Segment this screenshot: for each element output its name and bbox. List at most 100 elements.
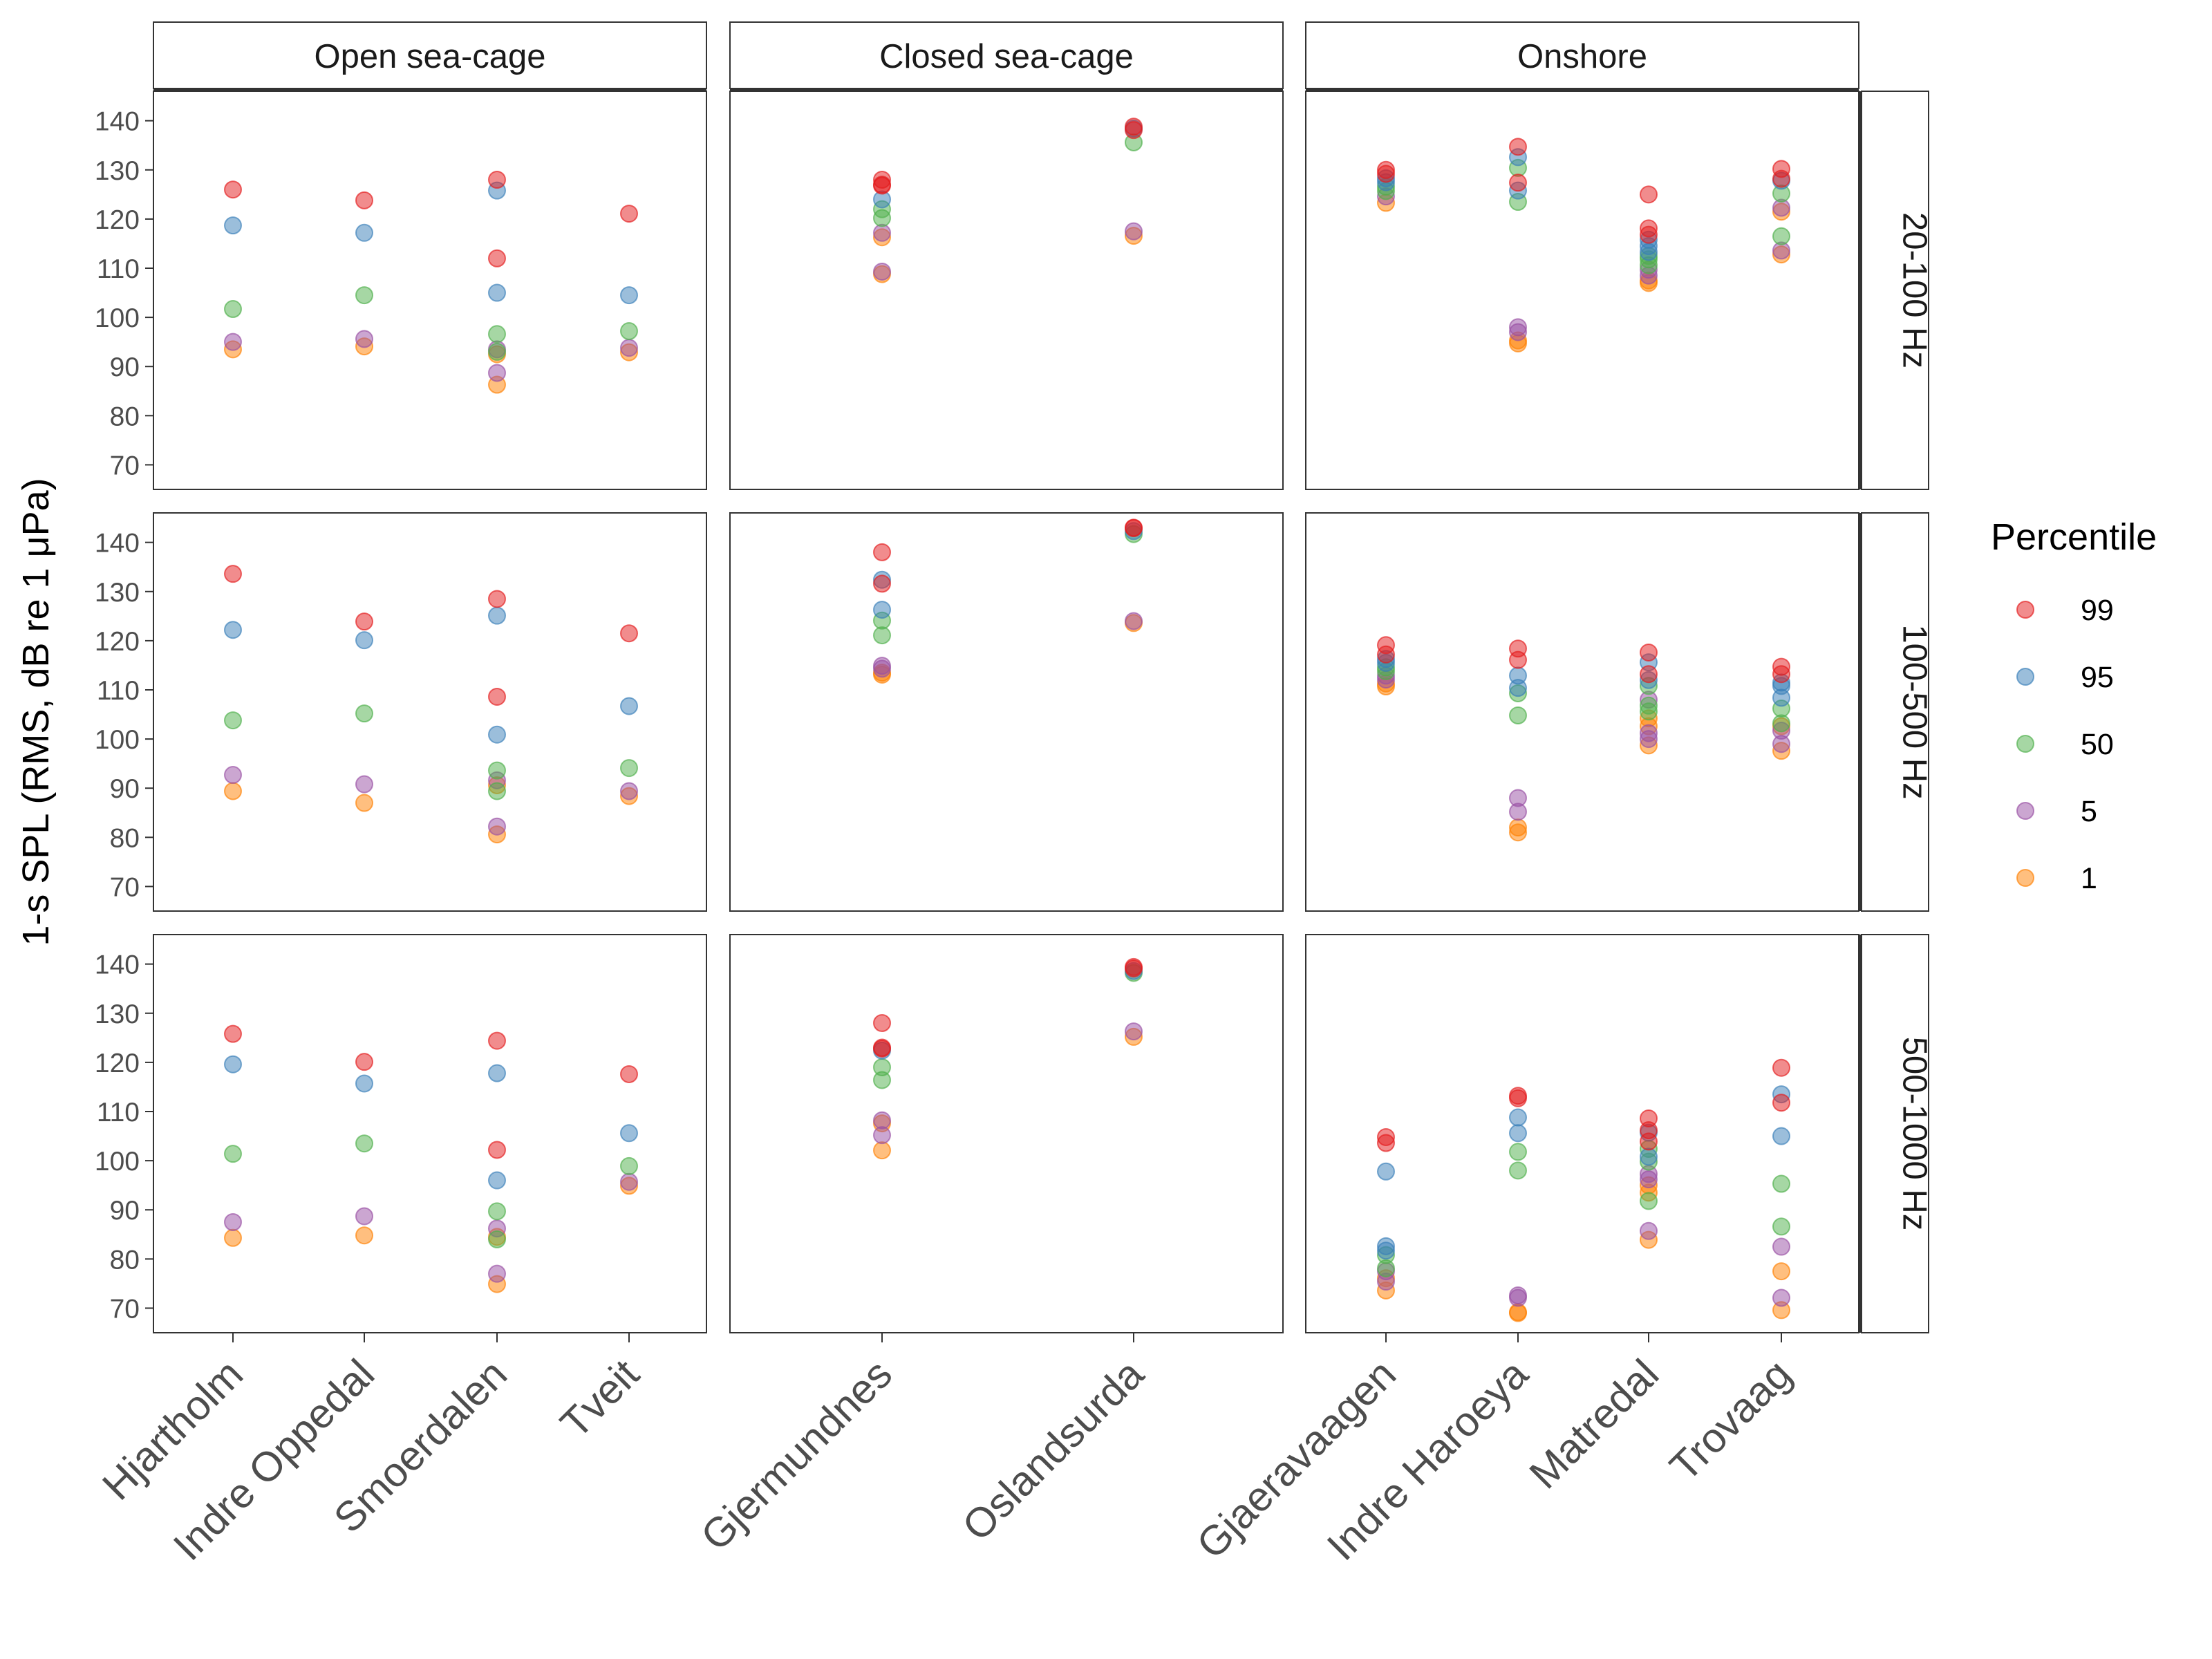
y-tick-label: 90 — [110, 353, 140, 382]
points-open-sea-cage-20-100-hz — [224, 171, 638, 394]
point-indre-haroeya-p5 — [1509, 1288, 1527, 1307]
point-indre-haroeya-p50 — [1509, 1161, 1527, 1180]
point-tveit-p50 — [620, 759, 638, 778]
point-gjermundnes-p99 — [873, 176, 891, 195]
point-smoerdalen-p95 — [488, 725, 506, 744]
point-smoerdalen-p50 — [488, 761, 506, 780]
point-trovaag-p1 — [1772, 1262, 1790, 1281]
point-tveit-p95 — [620, 697, 638, 715]
point-indre-oppedal-p1 — [355, 794, 373, 812]
point-indre-oppedal-p99 — [355, 1053, 373, 1071]
point-trovaag-p5 — [1772, 735, 1790, 753]
point-smoerdalen-p95 — [488, 283, 506, 302]
point-hjartholm-p99 — [224, 565, 242, 583]
point-tveit-p50 — [620, 322, 638, 341]
point-gjaeravaagen-p95 — [1377, 1162, 1395, 1181]
point-gjermundnes-p1 — [873, 1141, 891, 1160]
point-hjartholm-p50 — [224, 1145, 242, 1163]
point-smoerdalen-p5 — [488, 817, 506, 836]
y-tick-label: 130 — [95, 578, 140, 608]
point-matredal-p99 — [1640, 1132, 1658, 1151]
point-smoerdalen-p50 — [488, 342, 506, 361]
y-tick-label: 70 — [110, 451, 140, 480]
y-axis-title: 1-s SPL (RMS, dB re 1 μPa) — [15, 478, 57, 946]
y-tick-label: 110 — [97, 254, 140, 284]
point-indre-haroeya-p50 — [1509, 1143, 1527, 1161]
point-gjaeravaagen-p99 — [1377, 645, 1395, 664]
y-tick-label: 100 — [95, 1147, 140, 1177]
point-indre-haroeya-p99 — [1509, 174, 1527, 192]
facet-strip-500-1000-hz — [1861, 934, 1929, 1333]
y-tick-label: 110 — [97, 1098, 140, 1127]
facet-strip-100-500-hz — [1861, 512, 1929, 912]
point-gjermundnes-p5 — [873, 1126, 891, 1145]
legend-key-99 — [2016, 601, 2034, 619]
point-indre-haroeya-p1 — [1509, 823, 1527, 842]
point-smoerdalen-p99 — [488, 171, 506, 189]
facet-label-open-sea-cage: Open sea-cage — [314, 38, 545, 75]
point-trovaag-p50 — [1772, 1174, 1790, 1193]
y-tick-label: 140 — [95, 950, 140, 980]
point-oslandsurda-p99 — [1125, 959, 1143, 978]
point-gjermundnes-p95 — [873, 601, 891, 619]
facet-strip-20-100-hz — [1861, 91, 1929, 490]
point-indre-oppedal-p99 — [355, 612, 373, 631]
point-matredal-p99 — [1640, 665, 1658, 684]
point-smoerdalen-p99 — [488, 687, 506, 706]
point-indre-haroeya-p99 — [1509, 650, 1527, 669]
point-hjartholm-p5 — [224, 332, 242, 351]
point-indre-haroeya-p1 — [1509, 1304, 1527, 1322]
point-oslandsurda-p5 — [1125, 612, 1143, 630]
point-matredal-p95 — [1640, 243, 1658, 261]
facet-label-500-1000-hz: 500-1000 Hz — [1896, 1037, 1933, 1231]
point-matredal-p5 — [1640, 730, 1658, 749]
panel-closed-sea-cage-500-1000-hz — [729, 934, 1284, 1333]
y-tick-label: 80 — [110, 1245, 140, 1275]
point-indre-haroeya-p99 — [1509, 138, 1527, 156]
panel-onshore-100-500-hz — [1305, 512, 1859, 912]
point-indre-haroeya-p99 — [1509, 1089, 1527, 1107]
point-gjermundnes-p5 — [873, 262, 891, 281]
point-gjaeravaagen-p99 — [1377, 1134, 1395, 1152]
y-tick-label: 100 — [95, 303, 140, 333]
x-tick-label-gjermundnes: Gjermundnes — [692, 1351, 901, 1559]
point-gjermundnes-p50 — [873, 626, 891, 645]
panel-onshore-500-1000-hz — [1305, 934, 1859, 1333]
point-indre-oppedal-p5 — [355, 1207, 373, 1226]
point-smoerdalen-p95 — [488, 1064, 506, 1082]
y-tick-label: 140 — [95, 529, 140, 559]
point-trovaag-p99 — [1772, 1058, 1790, 1077]
point-smoerdalen-p95 — [488, 606, 506, 625]
points-onshore-500-1000-hz — [1377, 1058, 1790, 1322]
point-hjartholm-p95 — [224, 216, 242, 235]
point-hjartholm-p50 — [224, 711, 242, 730]
point-trovaag-p5 — [1772, 1288, 1790, 1307]
point-hjartholm-p5 — [224, 1213, 242, 1231]
point-matredal-p5 — [1640, 1170, 1658, 1189]
facet-label-20-100-hz: 20-100 Hz — [1896, 212, 1933, 368]
point-smoerdalen-p50 — [488, 1230, 506, 1248]
point-tveit-p99 — [620, 205, 638, 223]
point-gjermundnes-p50 — [873, 1071, 891, 1089]
legend-label-50: 50 — [2081, 728, 2114, 761]
point-indre-oppedal-p95 — [355, 631, 373, 650]
point-hjartholm-p50 — [224, 300, 242, 319]
point-indre-haroeya-p5 — [1509, 803, 1527, 821]
point-matredal-p50 — [1640, 1192, 1658, 1210]
legend-key-1 — [2016, 869, 2034, 887]
points-closed-sea-cage-500-1000-hz — [873, 957, 1143, 1160]
y-tick-label: 120 — [95, 205, 140, 235]
point-smoerdalen-p50 — [488, 782, 506, 800]
y-tick-label: 110 — [97, 676, 140, 706]
panel-open-sea-cage-100-500-hz — [153, 512, 707, 912]
point-smoerdalen-p50 — [488, 1202, 506, 1221]
points-onshore-20-100-hz — [1377, 138, 1790, 353]
points-onshore-100-500-hz — [1377, 636, 1790, 842]
y-tick-label: 70 — [110, 1294, 140, 1324]
point-indre-haroeya-p95 — [1509, 1108, 1527, 1127]
facet-label-100-500-hz: 100-500 Hz — [1896, 624, 1933, 799]
point-tveit-p5 — [620, 1172, 638, 1191]
point-trovaag-p5 — [1772, 1237, 1790, 1256]
y-tick-label: 90 — [110, 1196, 140, 1226]
